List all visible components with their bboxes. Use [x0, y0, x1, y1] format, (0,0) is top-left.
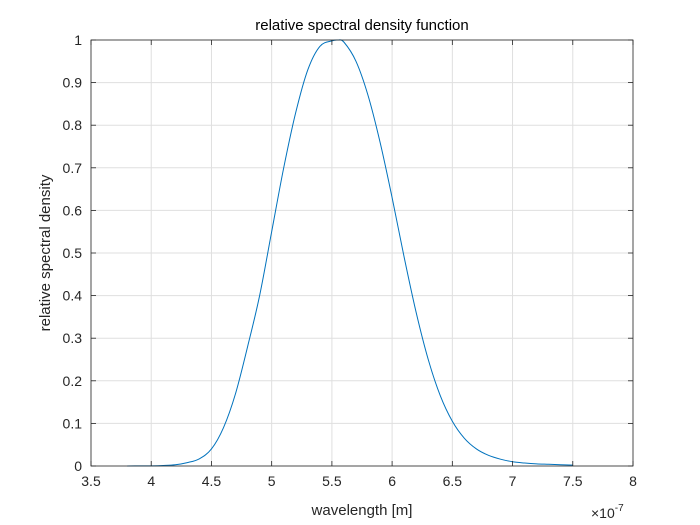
x-tick-label: 5 — [268, 473, 276, 489]
y-tick-label: 0.4 — [63, 288, 83, 304]
y-tick-label: 0 — [74, 458, 82, 474]
x-tick-label: 4 — [147, 473, 155, 489]
y-tick-label: 0.9 — [63, 75, 83, 91]
ticks — [90, 39, 634, 467]
x-axis-multiplier: ×10-7 — [591, 503, 624, 521]
y-tick-label: 0.5 — [63, 245, 83, 261]
series-line — [127, 39, 573, 467]
chart-title: relative spectral density function — [255, 17, 468, 34]
x-tick-label: 6.5 — [443, 473, 463, 489]
y-tick-label: 0.7 — [63, 160, 83, 176]
y-tick-label: 1 — [74, 32, 82, 48]
x-tick-label: 7 — [509, 473, 517, 489]
x-axis-multiplier-base: ×10 — [591, 505, 615, 521]
y-tick-label: 0.1 — [63, 415, 83, 431]
series-layer — [127, 39, 573, 467]
y-tick-label: 0.3 — [63, 330, 83, 346]
x-tick-label: 4.5 — [202, 473, 222, 489]
tick-labels: 3.5 4 4.5 5 5.5 6 6.5 7 7.5 8 0 0.1 0.2 0.3 0.4 0.5 0.6 0… — [63, 32, 638, 489]
y-tick-label: 0.6 — [63, 202, 83, 218]
x-tick-label: 6 — [388, 473, 396, 489]
x-tick-label: 3.5 — [81, 473, 101, 489]
y-tick-label: 0.2 — [63, 373, 83, 389]
x-axis-multiplier-exponent: -7 — [615, 503, 624, 514]
x-tick-label: 7.5 — [563, 473, 583, 489]
x-tick-label: 8 — [629, 473, 637, 489]
x-axis-label: wavelength [m] — [311, 502, 413, 519]
y-axis-label: relative spectral density — [37, 174, 54, 331]
y-tick-label: 0.8 — [63, 117, 83, 133]
x-tick-label: 5.5 — [322, 473, 342, 489]
